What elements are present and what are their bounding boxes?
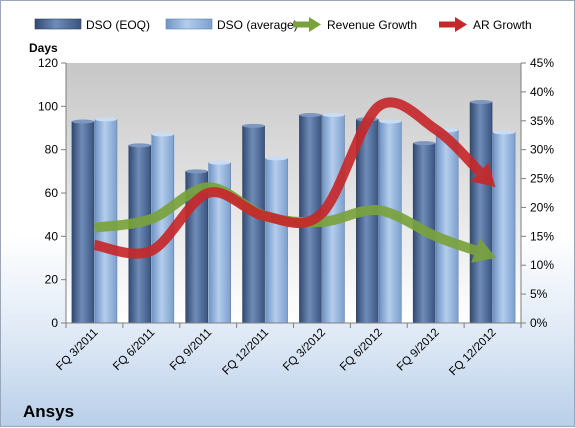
y2-tick-label: 35% <box>530 114 554 128</box>
y2-tick-label: 0% <box>530 316 548 330</box>
y-tick-label: 80 <box>45 143 59 157</box>
bar-dso-average-cap <box>493 130 516 135</box>
bar-dso-average-cap <box>208 160 231 165</box>
y-tick-label: 0 <box>51 316 58 330</box>
legend-swatch-revenue <box>293 17 321 32</box>
bar-dso-eoq-cap <box>413 141 436 146</box>
bar-dso-average <box>379 121 402 324</box>
x-category-label: FQ 3/2012 <box>281 327 328 374</box>
bar-dso-eoq <box>128 145 152 324</box>
legend-label-eoq: DSO (EOQ) <box>86 18 150 32</box>
bar-dso-average <box>492 132 516 324</box>
x-category-label: FQ 3/2011 <box>54 327 100 373</box>
y2-tick-label: 25% <box>530 172 554 186</box>
bar-dso-average-cap <box>265 156 288 161</box>
y-axis-title: Days <box>29 41 58 55</box>
y2-tick-label: 40% <box>530 85 554 99</box>
x-category-label: FQ 12/2012 <box>447 327 498 378</box>
legend-swatch-eoq <box>34 18 82 30</box>
bar-dso-eoq <box>356 119 379 324</box>
y-tick-label: 100 <box>38 99 58 113</box>
y-tick-label: 20 <box>45 273 59 287</box>
x-category-label: FQ 6/2011 <box>111 327 157 373</box>
bar-dso-eoq-cap <box>242 123 265 128</box>
legend-label-ar: AR Growth <box>473 18 532 32</box>
y2-tick-label: 45% <box>530 56 554 70</box>
ar-growth-line-arrowhead <box>470 162 496 188</box>
legend-label-revenue: Revenue Growth <box>327 18 417 32</box>
x-category-label: FQ 9/2011 <box>168 327 214 373</box>
bar-dso-average <box>435 129 459 324</box>
bar-dso-eoq-cap <box>299 113 322 117</box>
y-tick-label: 40 <box>45 229 59 243</box>
bar-dso-eoq-cap <box>128 143 151 148</box>
x-category-label: FQ 9/2012 <box>395 327 442 374</box>
ar-growth-line <box>93 97 484 259</box>
y2-tick-label: 20% <box>530 200 554 214</box>
revenue-growth-line-arrowhead <box>471 238 497 263</box>
bar-dso-eoq <box>469 101 493 324</box>
x-category-label: FQ 6/2012 <box>338 327 385 374</box>
legend-swatch-ar <box>439 17 467 32</box>
bar-dso-average-cap <box>94 117 117 122</box>
y2-tick-label: 5% <box>530 287 548 301</box>
y-tick-label: 60 <box>45 186 59 200</box>
legend-label-average: DSO (average) <box>217 18 298 32</box>
legend: DSO (EOQ) DSO (average) Revenue Growth A… <box>34 17 532 32</box>
chart-title: Ansys <box>23 402 74 421</box>
bar-dso-average-cap <box>322 113 345 117</box>
y-tick-label: 120 <box>38 56 58 70</box>
bar-dso-average-cap <box>379 119 402 124</box>
bar-dso-eoq <box>242 125 265 324</box>
bar-dso-eoq-cap <box>470 100 493 104</box>
y2-tick-label: 30% <box>530 143 554 157</box>
bar-dso-average <box>265 158 288 324</box>
x-category-label: FQ 12/2011 <box>220 327 271 378</box>
bar-dso-eoq-cap <box>185 169 208 174</box>
bar-dso-eoq <box>71 121 95 324</box>
legend-swatch-average <box>165 18 213 30</box>
y2-tick-label: 15% <box>530 229 554 243</box>
bar-dso-eoq-cap <box>71 119 94 124</box>
y2-tick-label: 10% <box>530 258 554 272</box>
bar-dso-average-cap <box>151 132 174 137</box>
